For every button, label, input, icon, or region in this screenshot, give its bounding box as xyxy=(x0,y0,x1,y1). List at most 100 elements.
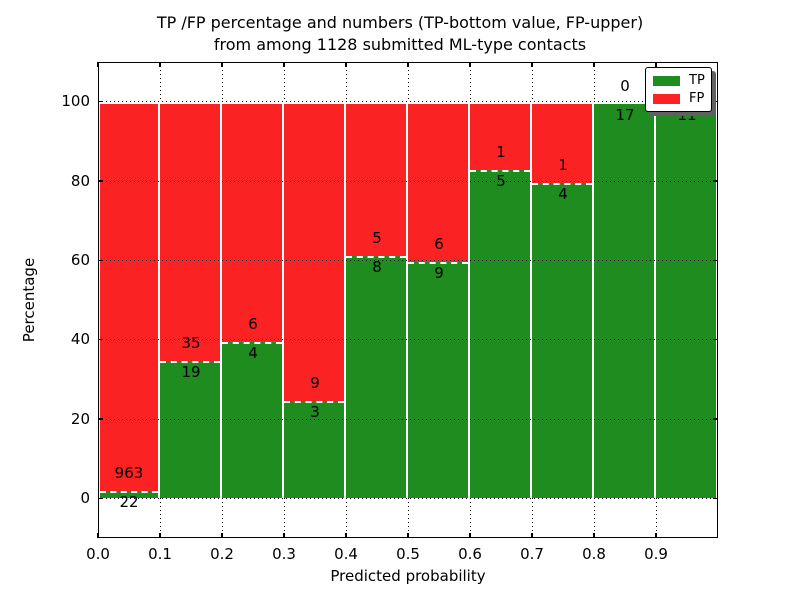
legend: TP FP xyxy=(645,67,712,112)
x-tick-label: 0.5 xyxy=(396,545,420,563)
stacked-bar xyxy=(222,101,284,499)
y-tick-mark xyxy=(713,259,718,261)
x-tick-label: 0.6 xyxy=(458,545,482,563)
y-gridline xyxy=(98,339,718,341)
chart-title: TP /FP percentage and numbers (TP-bottom… xyxy=(0,12,800,56)
x-tick-mark xyxy=(159,533,161,538)
x-tick-mark xyxy=(593,533,595,538)
y-tick-mark xyxy=(713,101,718,103)
x-tick-label: 0.3 xyxy=(272,545,296,563)
x-tick-mark xyxy=(283,62,285,67)
x-tick-label: 0.7 xyxy=(520,545,544,563)
tp-count-label: 4 xyxy=(558,185,568,203)
x-tick-mark xyxy=(655,533,657,538)
x-tick-mark xyxy=(407,533,409,538)
bar-fp-segment xyxy=(532,103,592,183)
x-tick-mark xyxy=(159,62,161,67)
fp-count-label: 9 xyxy=(310,374,320,393)
fp-color-swatch xyxy=(653,93,680,104)
x-tick-mark xyxy=(221,533,223,538)
y-tick-mark xyxy=(98,497,103,499)
y-gridline xyxy=(98,497,718,499)
bar-tp-segment xyxy=(656,103,716,499)
y-tick-mark xyxy=(713,180,718,182)
tp-count-label: 3 xyxy=(310,403,320,422)
x-tick-mark xyxy=(531,62,533,67)
fp-count-label: 6 xyxy=(434,235,444,254)
x-tick-label: 0.9 xyxy=(644,545,668,563)
x-tick-mark xyxy=(283,533,285,538)
y-tick-label: 60 xyxy=(70,250,90,269)
y-tick-label: 100 xyxy=(61,92,90,111)
fp-count-label: 0 xyxy=(620,76,630,95)
x-tick-mark xyxy=(345,533,347,538)
y-tick-mark xyxy=(98,259,103,261)
y-gridline xyxy=(98,180,718,182)
fp-count-label: 1 xyxy=(558,156,568,174)
x-tick-mark xyxy=(469,533,471,538)
bar-tp-segment xyxy=(408,262,468,499)
tp-count-label: 22 xyxy=(119,493,139,512)
tp-count-label: 8 xyxy=(372,258,382,277)
y-tick-mark xyxy=(98,418,103,420)
stacked-bar xyxy=(532,101,594,499)
tp-count-label: 19 xyxy=(181,362,201,381)
y-tick-label: 20 xyxy=(70,409,90,428)
bar-fp-segment xyxy=(100,103,158,492)
tp-count-label: 9 xyxy=(434,264,444,283)
bar-fp-segment xyxy=(408,103,468,263)
bar-fp-segment xyxy=(222,103,282,342)
tp-count-label: 4 xyxy=(248,343,258,362)
x-tick-label: 0.4 xyxy=(334,545,358,563)
y-tick-mark xyxy=(98,339,103,341)
x-axis-label: Predicted probability xyxy=(330,567,486,585)
bar-tp-segment xyxy=(222,341,282,499)
legend-label-fp: FP xyxy=(689,91,705,106)
x-tick-label: 0.1 xyxy=(148,545,172,563)
bar-fp-segment xyxy=(284,103,344,402)
chart-title-line1: TP /FP percentage and numbers (TP-bottom… xyxy=(156,13,644,32)
x-tick-mark xyxy=(97,62,99,67)
stacked-bar xyxy=(656,101,718,499)
stacked-bar xyxy=(160,101,222,499)
x-tick-mark xyxy=(469,62,471,67)
y-tick-mark xyxy=(713,418,718,420)
y-tick-mark xyxy=(98,180,103,182)
stacked-bar xyxy=(284,101,346,499)
y-tick-mark xyxy=(713,497,718,499)
fp-count-label: 1 xyxy=(496,142,506,161)
x-tick-mark xyxy=(655,62,657,67)
tp-count-label: 5 xyxy=(496,171,506,190)
fp-count-label: 35 xyxy=(181,333,201,352)
y-tick-label: 0 xyxy=(80,488,90,507)
x-tick-mark xyxy=(531,533,533,538)
bar-tp-segment xyxy=(284,401,344,499)
x-tick-mark xyxy=(593,62,595,67)
stacked-bar xyxy=(470,101,532,499)
fp-count-label: 5 xyxy=(372,229,382,248)
y-gridline xyxy=(98,101,718,103)
legend-entry-fp: FP xyxy=(653,91,704,106)
bar-tp-segment xyxy=(594,103,654,499)
stacked-bar xyxy=(408,101,470,499)
stacked-bar xyxy=(98,101,160,499)
stacked-bar xyxy=(346,101,408,499)
plot-area: 963223519649358691514017011 xyxy=(97,62,718,538)
x-tick-mark xyxy=(221,62,223,67)
bar-tp-segment xyxy=(160,360,220,499)
bar-fp-segment xyxy=(470,103,530,170)
fp-count-label: 6 xyxy=(248,314,258,333)
x-tick-mark xyxy=(407,62,409,67)
bar-tp-segment xyxy=(100,491,158,499)
bar-fp-segment xyxy=(160,103,220,361)
x-tick-label: 0.0 xyxy=(86,545,110,563)
y-gridline xyxy=(98,259,718,261)
y-tick-mark xyxy=(713,339,718,341)
legend-label-tp: TP xyxy=(689,73,705,88)
x-tick-mark xyxy=(97,533,99,538)
bar-tp-segment xyxy=(470,169,530,499)
x-tick-mark xyxy=(345,62,347,67)
legend-entry-tp: TP xyxy=(653,73,705,88)
y-tick-mark xyxy=(98,101,103,103)
